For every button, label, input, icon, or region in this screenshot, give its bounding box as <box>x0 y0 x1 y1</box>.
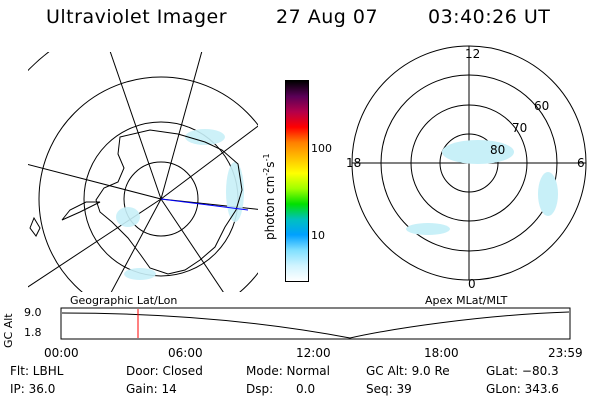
door-info: Door: Closed <box>126 364 203 378</box>
timeline-xtick-1200: 12:00 <box>296 346 331 360</box>
meridian-line <box>160 52 203 200</box>
timeline-frame <box>60 307 571 340</box>
color-bar <box>285 80 309 282</box>
colorbar-tick-10: 10 <box>311 229 325 242</box>
mlt-label-0: 0 <box>468 277 476 291</box>
instrument-title: Ultraviolet Imager <box>46 6 228 28</box>
ip-info: IP: 36.0 <box>10 382 56 396</box>
timeline-right-label: Apex MLat/MLT <box>425 294 508 307</box>
timeline-xtick-0600: 06:00 <box>168 346 203 360</box>
timeline-ytick-top: 9.0 <box>24 306 42 319</box>
auroral-emission <box>116 129 244 280</box>
colorbar-unit-label: photon cm-2s-1 <box>262 153 277 240</box>
latitude-circle <box>38 76 258 292</box>
dsp-info: Dsp: 0.0 <box>246 382 316 396</box>
seq-info: Seq: 39 <box>366 382 412 396</box>
geographic-map <box>28 52 258 292</box>
mlt-label-6: 6 <box>577 156 585 170</box>
antarctica-coastline <box>95 129 243 275</box>
meridian-line <box>160 125 258 200</box>
filter-info: Flt: LBHL <box>10 364 64 378</box>
timeline-xtick-0000: 00:00 <box>44 346 79 360</box>
peninsula-coastline <box>61 201 101 221</box>
timeline-xtick-1800: 18:00 <box>424 346 459 360</box>
meridian-line <box>28 163 162 200</box>
glat-info: GLat: −80.3 <box>486 364 559 378</box>
gain-info: Gain: 14 <box>126 382 177 396</box>
mlat-label-70: 70 <box>512 121 527 135</box>
mlat-label-60: 60 <box>534 99 549 113</box>
altitude-curve <box>61 311 570 339</box>
apex-polar-plot: 12 18 6 0 60 70 80 <box>346 45 587 291</box>
meridian-line <box>160 198 224 292</box>
altitude-timeline <box>60 307 571 340</box>
island-coastline <box>29 216 41 237</box>
timeline-ytick-bottom: 1.8 <box>24 326 42 339</box>
timeline-xtick-2359: 23:59 <box>548 346 583 360</box>
glon-info: GLon: 343.6 <box>486 382 559 396</box>
mlt-label-18: 18 <box>346 156 361 170</box>
meridian-line <box>160 198 258 210</box>
mlat-label-80: 80 <box>490 143 505 157</box>
timeline-axis-title: GC Alt <box>2 313 15 348</box>
mode-info: Mode: Normal <box>246 364 330 378</box>
auroral-emission <box>406 140 558 235</box>
meridian-line <box>109 52 162 200</box>
latitude-circle <box>123 161 199 237</box>
colorbar-tick-100: 100 <box>311 142 332 155</box>
meridian-line <box>110 198 162 292</box>
gc-alt-info: GC Alt: 9.0 Re <box>366 364 450 378</box>
sun-direction-line <box>160 198 249 211</box>
time-label: 03:40:26 UT <box>428 6 551 28</box>
mlt-label-12: 12 <box>465 47 480 61</box>
date-label: 27 Aug 07 <box>276 6 379 28</box>
timeline-left-label: Geographic Lat/Lon <box>70 294 178 307</box>
